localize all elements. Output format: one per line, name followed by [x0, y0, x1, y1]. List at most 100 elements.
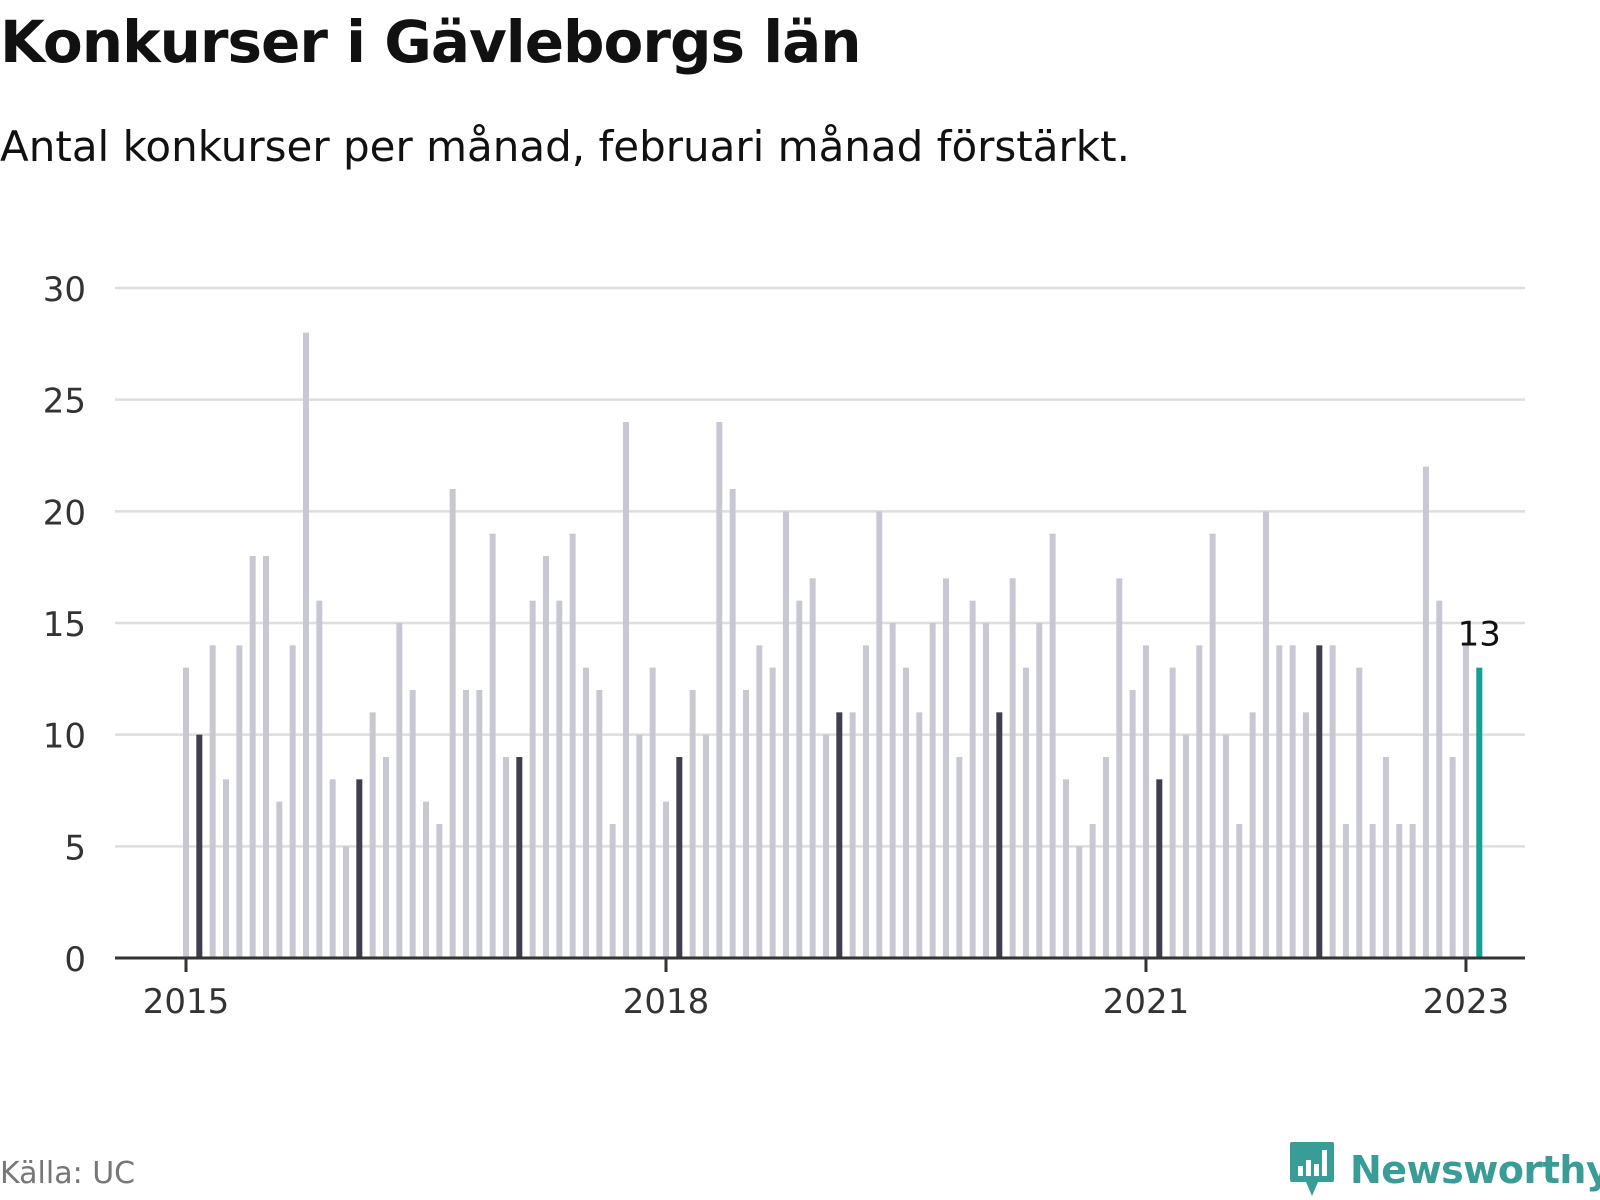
bar: [916, 712, 923, 958]
newsworthy-icon: [1290, 1142, 1334, 1196]
bar: [1089, 824, 1096, 958]
bar: [636, 734, 643, 958]
bar: [1222, 734, 1229, 958]
bar-february: [356, 779, 363, 958]
bar: [369, 712, 376, 958]
bar-february: [996, 712, 1003, 958]
bar: [1236, 824, 1243, 958]
bar: [1209, 533, 1216, 958]
y-axis-labels: 0 5 10 15 20 25 30: [43, 270, 86, 980]
brand-name: Newsworthy: [1350, 1148, 1600, 1192]
bar: [276, 801, 283, 958]
bar: [1276, 645, 1283, 958]
bar: [1102, 757, 1109, 958]
bar: [476, 690, 483, 958]
bar: [1022, 667, 1029, 958]
bar: [769, 667, 776, 958]
bar: [1076, 846, 1083, 958]
y-tick-label: 5: [64, 828, 86, 868]
bar: [236, 645, 243, 958]
bar: [609, 824, 616, 958]
bar: [849, 712, 856, 958]
bar: [1062, 779, 1069, 958]
bar: [1182, 734, 1189, 958]
bar: [1396, 824, 1403, 958]
x-axis: 2015 2018 2021 2023: [115, 956, 1525, 1022]
bar: [1302, 712, 1309, 958]
bar: [582, 667, 589, 958]
bar: [396, 623, 403, 958]
bar: [876, 511, 883, 958]
y-tick-label: 0: [64, 940, 86, 980]
bar: [1129, 690, 1136, 958]
x-tick-label: 2023: [1423, 982, 1510, 1022]
bar: [862, 645, 869, 958]
y-tick-label: 15: [43, 605, 86, 645]
bar-february: [836, 712, 843, 958]
bar: [422, 801, 429, 958]
bar: [756, 645, 763, 958]
bar: [662, 801, 669, 958]
bar: [1049, 533, 1056, 958]
bar: [889, 623, 896, 958]
bar: [409, 690, 416, 958]
source-note: Källa: UC: [0, 1156, 136, 1191]
bar: [982, 623, 989, 958]
bar: [556, 600, 563, 958]
bar: [329, 779, 336, 958]
grid-lines: [115, 286, 1525, 848]
bar: [342, 846, 349, 958]
bar: [1196, 645, 1203, 958]
bar: [502, 757, 509, 958]
bar: [956, 757, 963, 958]
bar: [729, 489, 736, 958]
latest-value-label: 13: [1458, 615, 1501, 655]
bar: [1036, 623, 1043, 958]
bar: [1289, 645, 1296, 958]
bar: [209, 645, 216, 958]
bars: [183, 332, 1483, 959]
bar: [1449, 757, 1456, 958]
bar: [716, 422, 723, 958]
bar: [449, 489, 456, 958]
x-tick-label: 2018: [623, 982, 710, 1022]
bar: [902, 667, 909, 958]
chart-title: Konkurser i Gävleborgs län: [0, 8, 862, 76]
bar: [796, 600, 803, 958]
bar: [942, 578, 949, 958]
bar: [1342, 824, 1349, 958]
y-tick-label: 20: [43, 493, 86, 533]
bar-february: [1316, 645, 1323, 958]
bar: [1142, 645, 1149, 958]
bar: [302, 332, 309, 959]
bar: [782, 511, 789, 958]
newsworthy-logo: Newsworthy: [1288, 1140, 1600, 1200]
bar: [1116, 578, 1123, 958]
y-tick-label: 25: [43, 382, 86, 422]
bar: [542, 556, 549, 958]
bar: [822, 734, 829, 958]
annotations: 13: [1458, 615, 1501, 655]
bar: [1262, 511, 1269, 958]
bar: [436, 824, 443, 958]
bar: [1249, 712, 1256, 958]
bar: [1462, 645, 1469, 958]
bar: [316, 600, 323, 958]
bar: [929, 623, 936, 958]
bar: [1009, 578, 1016, 958]
y-tick-label: 30: [43, 270, 86, 310]
bar: [262, 556, 269, 958]
bar-february: [676, 757, 683, 958]
bar: [689, 690, 696, 958]
bar: [1382, 757, 1389, 958]
x-tick-label: 2021: [1103, 982, 1190, 1022]
bar: [289, 645, 296, 958]
x-tick-label: 2015: [143, 982, 230, 1022]
y-tick-label: 10: [43, 717, 86, 757]
bar: [742, 690, 749, 958]
chart-subtitle: Antal konkurser per månad, februari måna…: [0, 122, 1130, 171]
bar-february: [1156, 779, 1163, 958]
bar: [1409, 824, 1416, 958]
bar: [1356, 667, 1363, 958]
bar: [1169, 667, 1176, 958]
